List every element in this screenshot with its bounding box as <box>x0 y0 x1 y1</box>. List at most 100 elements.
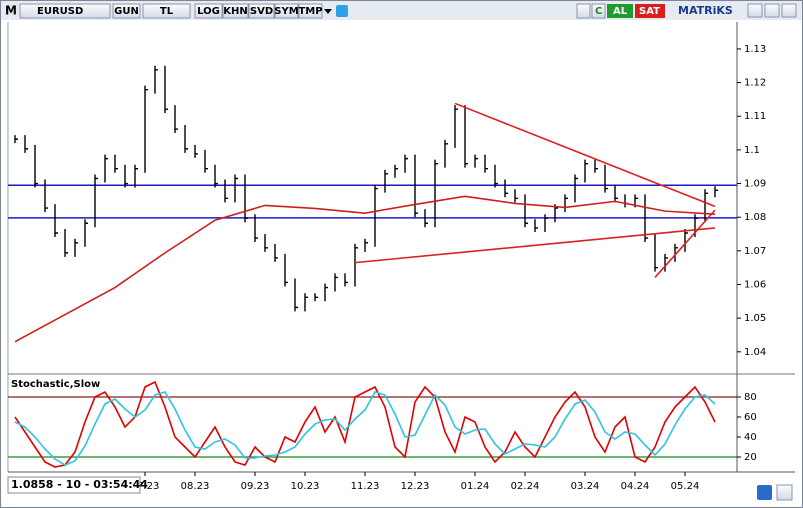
status-box <box>7 476 141 494</box>
toolbar-label[interactable]: KHN <box>223 6 248 17</box>
x-tick-label: 03.24 <box>571 481 600 492</box>
price-bar <box>124 164 128 188</box>
price-bar <box>24 135 28 153</box>
price-bar <box>254 214 258 243</box>
overlay-line <box>14 195 716 343</box>
y-tick-label: 40 <box>744 432 757 443</box>
price-bar <box>484 154 488 173</box>
toolbar-button[interactable] <box>142 3 191 19</box>
x-tick-label: 05.24 <box>671 481 700 492</box>
sell-button[interactable] <box>635 4 665 18</box>
y-tick-label: 1.12 <box>744 78 766 89</box>
price-bar <box>14 135 18 144</box>
price-bar <box>84 219 88 247</box>
price-bar <box>444 139 448 168</box>
x-tick-label: 07.23 <box>131 481 160 492</box>
twitter-icon[interactable] <box>336 5 348 17</box>
price-bar <box>534 219 538 232</box>
price-bar <box>304 293 308 312</box>
price-bar <box>704 189 708 223</box>
price-bar <box>94 174 98 228</box>
price-bar <box>104 154 108 183</box>
maximize[interactable] <box>764 3 780 18</box>
c-button[interactable] <box>591 3 606 19</box>
symbol-box[interactable] <box>19 3 111 19</box>
toolbar-button[interactable] <box>274 3 299 19</box>
y-tick-label: 80 <box>744 392 757 403</box>
price-bar <box>334 273 338 292</box>
price-bar <box>164 65 168 114</box>
dropdown[interactable] <box>324 9 332 14</box>
status-text: 1.0858 - 10 - 03:54:44 <box>11 478 148 491</box>
price-bar <box>434 159 438 228</box>
toolbar-button[interactable] <box>194 3 223 19</box>
price-bar <box>414 154 418 218</box>
x-tick-label: 11.23 <box>351 481 380 492</box>
toolbar-button[interactable] <box>112 3 141 19</box>
price-bar <box>34 144 38 188</box>
overlay-line <box>654 209 716 278</box>
price-bar <box>144 85 148 173</box>
price-bar <box>324 283 328 302</box>
price-bar <box>504 179 508 198</box>
price-bar <box>224 179 228 203</box>
overlay-line <box>354 227 716 264</box>
price-bar <box>244 174 248 223</box>
x-tick-label: 09.23 <box>241 481 270 492</box>
brand: MATRiKS <box>678 4 733 17</box>
overlay-line <box>454 102 716 208</box>
price-bar <box>494 164 498 188</box>
toolbar-button[interactable] <box>248 3 275 19</box>
y-tick-label: 1.09 <box>744 179 766 190</box>
price-bar <box>64 229 68 257</box>
toolbar-label[interactable]: SYM <box>274 6 298 17</box>
toolbar-label[interactable]: TL <box>160 6 174 17</box>
price-bar <box>594 159 598 173</box>
tool-icon[interactable] <box>576 3 591 19</box>
buy-label[interactable]: AL <box>613 6 628 17</box>
price-bar <box>404 154 408 173</box>
price-bar <box>54 204 58 238</box>
price-bar <box>674 243 678 262</box>
x-tick-label: 10.23 <box>291 481 320 492</box>
y-tick-label: 1.08 <box>744 212 766 223</box>
x-tick-label: 02.24 <box>511 481 540 492</box>
x-tick-label: 01.24 <box>461 481 490 492</box>
toolbar-button[interactable] <box>298 3 323 19</box>
price-bar <box>284 253 288 287</box>
price-bar <box>614 184 618 203</box>
refresh-icon[interactable] <box>757 485 772 500</box>
toolbar-button[interactable] <box>222 3 249 19</box>
price-bar <box>654 234 658 272</box>
price-bar <box>604 164 608 193</box>
price-bar <box>584 159 588 183</box>
stochastic-line <box>14 391 716 466</box>
price-bar <box>354 243 358 287</box>
toolbar-label[interactable]: TMP <box>298 6 322 17</box>
toolbar-label[interactable]: LOG <box>197 6 220 17</box>
symbol[interactable]: EURUSD <box>37 6 83 17</box>
price-bar <box>174 105 178 134</box>
price-bar <box>564 194 568 213</box>
y-tick-label: 1.06 <box>744 280 766 291</box>
price-bar <box>114 154 118 173</box>
price-bar <box>454 105 458 148</box>
c-label[interactable]: C <box>595 6 602 17</box>
toolbar-label[interactable]: SVD <box>250 6 273 17</box>
buy-button[interactable] <box>607 4 633 18</box>
y-tick-label: 60 <box>744 412 757 423</box>
price-bar <box>464 105 468 168</box>
close[interactable] <box>781 3 797 18</box>
y-tick-label: 1.11 <box>744 111 766 122</box>
toolbar-label[interactable]: GUN <box>114 6 139 17</box>
y-tick-label: 20 <box>744 452 757 463</box>
price-bar <box>134 164 138 188</box>
settings-icon[interactable] <box>776 484 793 501</box>
price-bar <box>684 229 688 252</box>
sell-label[interactable]: SAT <box>639 6 660 17</box>
minimize[interactable] <box>747 3 763 18</box>
price-bar <box>74 238 78 257</box>
price-bar <box>344 273 348 287</box>
